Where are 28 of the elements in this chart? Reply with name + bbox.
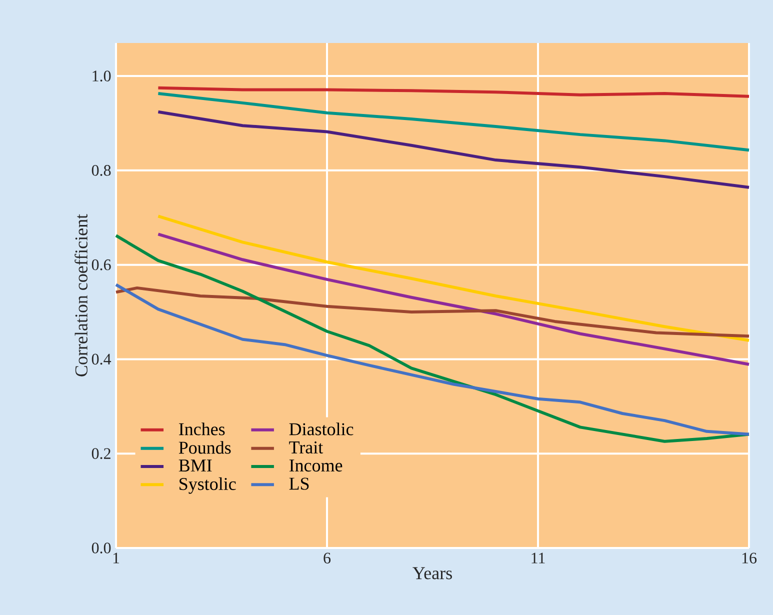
line-series	[114, 283, 751, 436]
y-tick-label: 1.0	[92, 70, 111, 82]
y-tick-label: 0.2	[92, 448, 110, 460]
line-series	[156, 86, 751, 98]
legend-label: Diastolic	[289, 422, 354, 436]
legend-label: BMI	[178, 460, 212, 472]
x-axis-title: Years	[412, 567, 452, 580]
legend-label: LS	[289, 478, 309, 490]
x-tick-label: 1	[113, 552, 120, 564]
y-axis-title: Correlation coefficient	[74, 214, 88, 376]
legend-label: Inches	[179, 422, 225, 436]
legend-label: Income	[289, 460, 342, 472]
legend-label: Systolic	[180, 477, 236, 494]
line-series	[156, 214, 751, 342]
x-tick-label: 11	[532, 552, 545, 564]
line-series	[156, 92, 751, 152]
legend-label: Pounds	[178, 441, 231, 454]
line-series	[156, 232, 751, 366]
x-tick-label: 16	[742, 552, 757, 564]
y-tick-label: 0.0	[92, 542, 111, 554]
y-tick-label: 0.6	[92, 259, 111, 270]
line-series	[156, 110, 751, 189]
line-series	[114, 234, 751, 443]
y-tick-label: 0.4	[92, 354, 112, 365]
x-tick-label: 6	[324, 552, 331, 564]
y-tick-label: 0.8	[92, 164, 111, 176]
legend-label: Trait	[289, 441, 324, 454]
line-series	[114, 286, 751, 338]
